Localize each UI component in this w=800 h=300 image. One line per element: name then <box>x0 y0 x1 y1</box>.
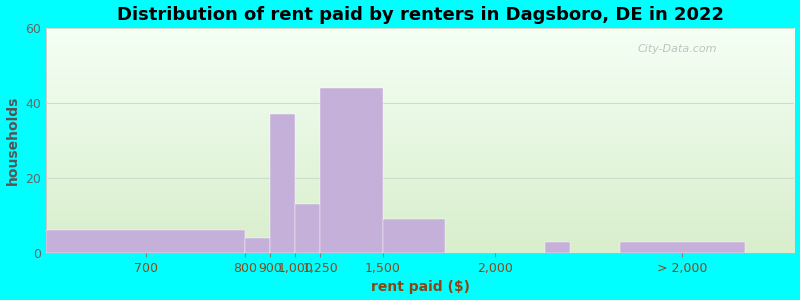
Bar <box>320 88 382 253</box>
Bar <box>545 242 570 253</box>
Bar <box>246 238 270 253</box>
Title: Distribution of rent paid by renters in Dagsboro, DE in 2022: Distribution of rent paid by renters in … <box>117 6 724 24</box>
Bar <box>382 219 445 253</box>
Bar <box>620 242 745 253</box>
Text: City-Data.com: City-Data.com <box>638 44 717 54</box>
Bar <box>46 230 246 253</box>
X-axis label: rent paid ($): rent paid ($) <box>370 280 470 294</box>
Bar <box>270 114 295 253</box>
Y-axis label: households: households <box>6 96 19 185</box>
Bar <box>295 204 320 253</box>
